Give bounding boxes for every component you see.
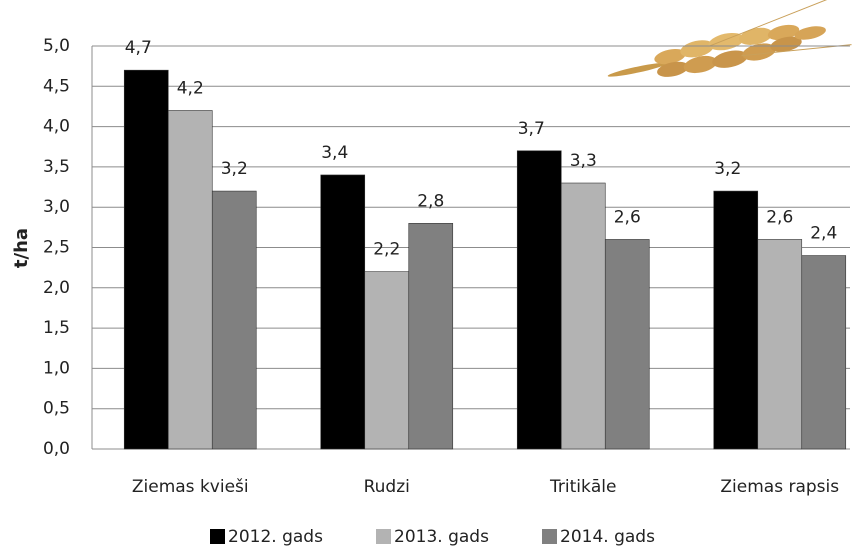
- legend-label: 2014. gads: [560, 527, 655, 547]
- y-tick-label: 0,5: [43, 399, 70, 419]
- y-tick-label: 5,0: [43, 36, 70, 56]
- x-tick-label: Ziemas rapsis: [720, 477, 839, 497]
- bar: [757, 239, 803, 450]
- bar: [211, 190, 257, 450]
- legend-label: 2012. gads: [228, 527, 323, 547]
- value-label: 4,7: [125, 38, 152, 58]
- bar: [560, 182, 606, 450]
- y-tick-label: 4,5: [43, 76, 70, 96]
- x-tick-label: Rudzi: [364, 477, 410, 497]
- wheat-image: [607, 0, 852, 77]
- value-label: 3,2: [714, 159, 741, 179]
- y-tick-label: 2,5: [43, 238, 70, 258]
- value-label: 2,8: [417, 191, 444, 211]
- bar: [408, 223, 454, 450]
- value-label: 3,7: [518, 119, 545, 139]
- value-label: 2,2: [373, 240, 400, 260]
- value-label: 3,2: [221, 159, 248, 179]
- legend-swatch: [542, 529, 557, 544]
- y-tick-label: 4,0: [43, 117, 70, 137]
- value-label: 2,6: [614, 207, 641, 227]
- legend-swatch: [376, 529, 391, 544]
- legend-label: 2013. gads: [394, 527, 489, 547]
- bar: [604, 239, 650, 450]
- y-tick-label: 1,0: [43, 358, 70, 378]
- value-label: 3,4: [321, 143, 348, 163]
- y-tick-label: 2,0: [43, 278, 70, 298]
- bar: [516, 150, 562, 450]
- x-tick-label: Ziemas kvieši: [132, 477, 249, 497]
- y-axis-label: t/ha: [11, 228, 32, 268]
- value-label: 2,4: [810, 224, 837, 244]
- value-label: 3,3: [570, 151, 597, 171]
- bar: [801, 255, 847, 450]
- bar: [713, 190, 759, 450]
- y-tick-label: 3,5: [43, 157, 70, 177]
- x-tick-label: Tritikāle: [549, 477, 616, 497]
- bar: [167, 110, 213, 450]
- y-tick-label: 0,0: [43, 439, 70, 459]
- value-label: 2,6: [766, 207, 793, 227]
- bar: [320, 174, 366, 450]
- y-tick-label: 3,0: [43, 197, 70, 217]
- bar: [123, 69, 169, 450]
- value-label: 4,2: [177, 78, 204, 98]
- bar: [364, 271, 410, 450]
- y-tick-label: 1,5: [43, 318, 70, 338]
- legend-swatch: [210, 529, 225, 544]
